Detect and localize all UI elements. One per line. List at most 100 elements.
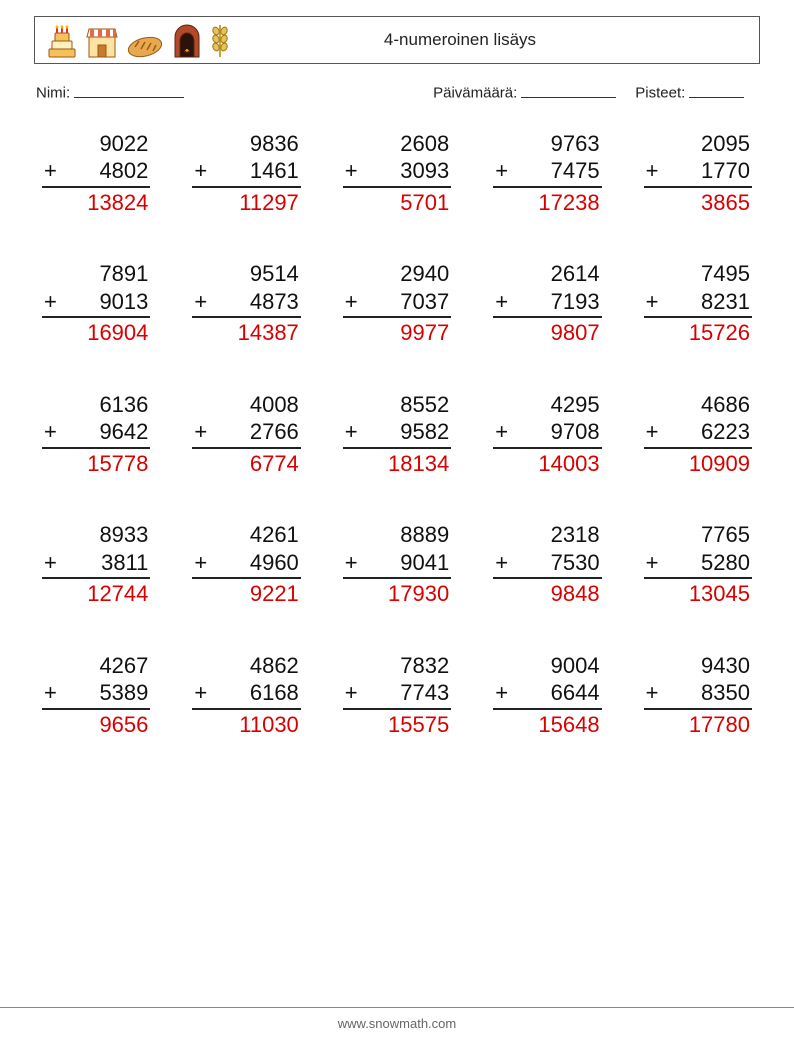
operand-b-line: +9582 — [343, 418, 451, 449]
operand-b-line: +4802 — [42, 157, 150, 188]
operator: + — [343, 418, 358, 446]
answer: 13824 — [42, 188, 150, 217]
operand-a: 9514 — [192, 260, 300, 288]
operand-a: 8552 — [343, 391, 451, 419]
operand-b-line: +8231 — [644, 288, 752, 319]
operand-a: 4295 — [493, 391, 601, 419]
problem: 9836+146111297 — [192, 130, 300, 217]
answer: 9221 — [192, 579, 300, 608]
operand-b-line: +9013 — [42, 288, 150, 319]
problem: 4261+49609221 — [192, 521, 300, 608]
date-field: Päivämäärä: — [433, 84, 635, 102]
operand-b: 4873 — [250, 289, 299, 314]
operand-a: 2614 — [493, 260, 601, 288]
operand-b: 7475 — [551, 158, 600, 183]
answer: 3865 — [644, 188, 752, 217]
operand-b-line: +1770 — [644, 157, 752, 188]
operand-a: 9004 — [493, 652, 601, 680]
problem: 2608+30935701 — [343, 130, 451, 217]
operand-b: 2766 — [250, 419, 299, 444]
operand-b-line: +4960 — [192, 549, 300, 580]
problem: 9430+835017780 — [644, 652, 752, 739]
operand-a: 4008 — [192, 391, 300, 419]
problem: 7495+823115726 — [644, 260, 752, 347]
operand-a: 9836 — [192, 130, 300, 158]
operand-b: 9642 — [99, 419, 148, 444]
operand-b: 6223 — [701, 419, 750, 444]
operator: + — [42, 418, 57, 446]
problem: 9763+7475 17238 — [493, 130, 601, 217]
operator: + — [644, 288, 659, 316]
answer: 16904 — [42, 318, 150, 347]
answer: 15575 — [343, 710, 451, 739]
problem: 2095+17703865 — [644, 130, 752, 217]
name-field: Nimi: — [36, 84, 433, 102]
operand-b-line: +9642 — [42, 418, 150, 449]
problem: 2940+70379977 — [343, 260, 451, 347]
footer-url: www.snowmath.com — [338, 1016, 456, 1031]
answer: 10909 — [644, 449, 752, 478]
operator: + — [42, 679, 57, 707]
answer: 14003 — [493, 449, 601, 478]
operator: + — [644, 549, 659, 577]
bakery-shop-icon — [85, 23, 119, 59]
operand-a: 8889 — [343, 521, 451, 549]
operand-b: 6644 — [551, 680, 600, 705]
operator: + — [192, 549, 207, 577]
operand-b-line: +5280 — [644, 549, 752, 580]
operand-a: 7495 — [644, 260, 752, 288]
problems-grid: 9022+4802138249836+1461112972608+3093570… — [34, 130, 760, 739]
operand-b: 5389 — [99, 680, 148, 705]
answer: 15726 — [644, 318, 752, 347]
score-blank — [689, 84, 744, 98]
operand-b: 1461 — [250, 158, 299, 183]
answer: 11297 — [192, 188, 300, 217]
operand-b-line: +9041 — [343, 549, 451, 580]
problem: 8552+958218134 — [343, 391, 451, 478]
operand-a: 4862 — [192, 652, 300, 680]
score-label: Pisteet: — [635, 85, 685, 102]
operand-b-line: +2766 — [192, 418, 300, 449]
answer: 15778 — [42, 449, 150, 478]
operator: + — [192, 157, 207, 185]
operator: + — [644, 157, 659, 185]
operator: + — [343, 679, 358, 707]
cake-icon — [45, 23, 79, 59]
problem: 8933+381112744 — [42, 521, 150, 608]
answer: 17930 — [343, 579, 451, 608]
operand-b: 3093 — [400, 158, 449, 183]
operand-b: 9013 — [99, 289, 148, 314]
operand-a: 2940 — [343, 260, 451, 288]
problem: 8889+904117930 — [343, 521, 451, 608]
operator: + — [493, 549, 508, 577]
operator: + — [192, 679, 207, 707]
operand-b-line: +7743 — [343, 679, 451, 710]
answer: 13045 — [644, 579, 752, 608]
bread-oven-icon — [171, 23, 203, 59]
operand-b-line: +9708 — [493, 418, 601, 449]
operand-b-line: +4873 — [192, 288, 300, 319]
operand-b-line: +3093 — [343, 157, 451, 188]
footer: www.snowmath.com — [0, 1007, 794, 1031]
operand-b-line: +6223 — [644, 418, 752, 449]
operand-b: 9041 — [400, 550, 449, 575]
answer: 11030 — [192, 710, 300, 739]
problem: 6136+964215778 — [42, 391, 150, 478]
operand-a: 4261 — [192, 521, 300, 549]
answer: 14387 — [192, 318, 300, 347]
operand-b-line: +1461 — [192, 157, 300, 188]
operand-b: 7743 — [400, 680, 449, 705]
operand-a: 6136 — [42, 391, 150, 419]
operator: + — [644, 679, 659, 707]
problem: 4686+622310909 — [644, 391, 752, 478]
info-row: Nimi: Päivämäärä: Pisteet: — [34, 84, 760, 102]
header-icons — [45, 21, 231, 59]
operand-a: 2608 — [343, 130, 451, 158]
operator: + — [493, 157, 508, 185]
answer: 17238 — [493, 188, 601, 217]
header-box: 4-numeroinen lisäys — [34, 16, 760, 64]
operand-b: 9708 — [551, 419, 600, 444]
operand-a: 2095 — [644, 130, 752, 158]
operand-a: 9763 — [493, 130, 601, 158]
answer: 9848 — [493, 579, 601, 608]
